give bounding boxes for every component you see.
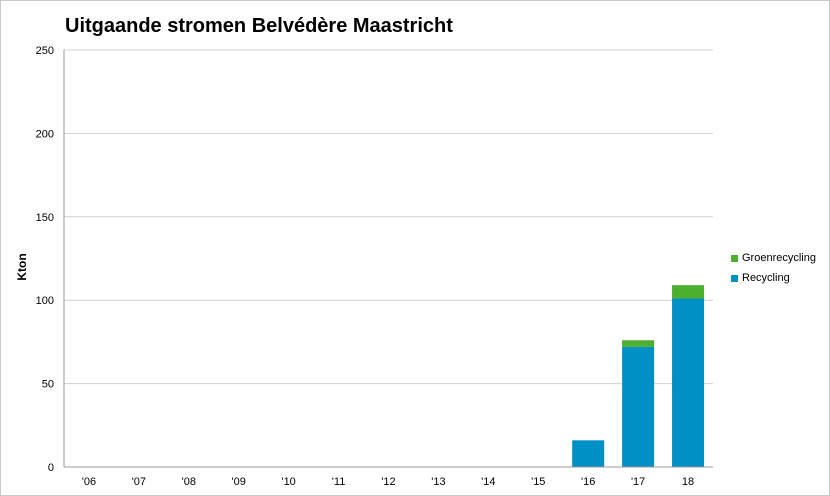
y-tick-label: 50 xyxy=(42,379,54,391)
x-tick-label: '10 xyxy=(281,476,295,488)
y-axis-label: Kton xyxy=(15,253,29,280)
x-tick-label: '06 xyxy=(82,476,96,488)
x-tick-label: '17 xyxy=(631,476,645,488)
x-tick-label: '08 xyxy=(182,476,196,488)
y-tick-label: 250 xyxy=(36,45,54,57)
bar-groenrecycling-12 xyxy=(672,285,705,299)
bar-recycling-10 xyxy=(572,440,605,467)
y-tick-label: 150 xyxy=(36,212,54,224)
bar-recycling-12 xyxy=(672,298,705,467)
legend-label: Recycling xyxy=(742,272,790,284)
y-tick-label: 0 xyxy=(48,462,54,474)
bar-groenrecycling-11 xyxy=(622,340,655,347)
y-tick-label: 200 xyxy=(36,128,54,140)
legend-label: Groenrecycling xyxy=(742,252,816,264)
legend-item-recycling: Recycling xyxy=(731,268,816,288)
x-tick-label: '12 xyxy=(381,476,395,488)
x-tick-label: '13 xyxy=(431,476,445,488)
gridlines xyxy=(64,49,713,468)
legend-item-groenrecycling: Groenrecycling xyxy=(731,248,816,268)
legend-swatch xyxy=(731,274,738,282)
chart-title: Uitgaande stromen Belvédère Maastricht xyxy=(65,15,453,37)
x-tick-label: '14 xyxy=(481,476,495,488)
bar-recycling-11 xyxy=(622,346,655,467)
x-tick-label: '07 xyxy=(132,476,146,488)
legend-swatch xyxy=(731,254,738,262)
x-tick-label: '16 xyxy=(581,476,595,488)
x-tick-label: '11 xyxy=(332,476,346,488)
y-tick-labels: 0 50 100 150 200 250 xyxy=(36,45,54,474)
x-tick-label: 18 xyxy=(682,476,694,488)
x-tick-label: '15 xyxy=(531,476,545,488)
y-tick-label: 100 xyxy=(36,295,54,307)
bars xyxy=(572,285,705,467)
x-tick-label: '09 xyxy=(232,476,246,488)
x-tick-labels: '06 '07 '08 '09 '10 '11 '12 '13 '14 '15 '16 '17 18 xyxy=(82,476,694,488)
legend: Groenrecycling Recycling xyxy=(731,248,816,288)
axes xyxy=(63,50,713,468)
